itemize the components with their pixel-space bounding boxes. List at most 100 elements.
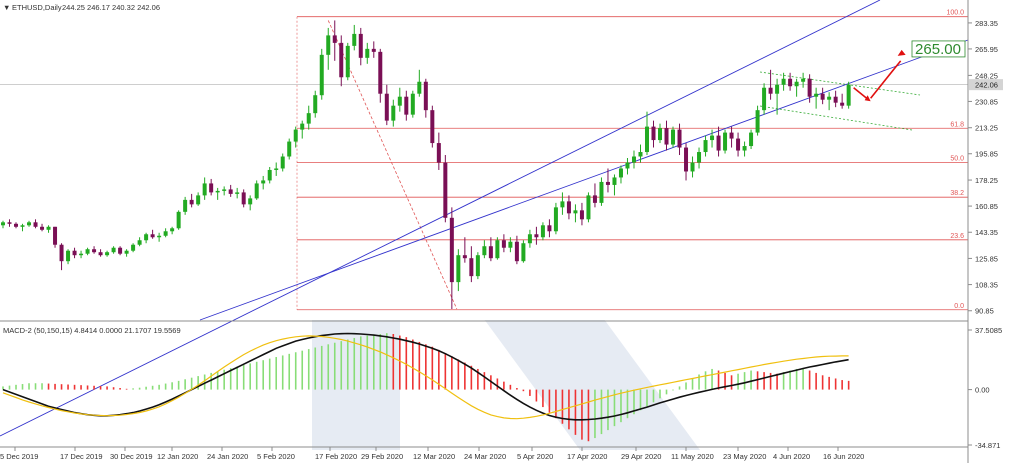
candle-body bbox=[690, 162, 695, 172]
candle-body bbox=[755, 110, 760, 133]
candle-body bbox=[736, 138, 741, 151]
candle-body bbox=[137, 240, 142, 245]
candle-body bbox=[313, 95, 318, 114]
fib-level-label: 61.8 bbox=[950, 121, 964, 128]
price-tick-label: 178.25 bbox=[975, 176, 998, 185]
candle-body bbox=[14, 223, 19, 227]
candle-body bbox=[176, 211, 181, 229]
macd-header: MACD-2 (50,150,15) 4.8414 0.0000 21.1707… bbox=[3, 326, 181, 335]
macd-histogram bbox=[2, 333, 850, 442]
candle-body bbox=[27, 222, 32, 226]
candle-body bbox=[7, 222, 12, 224]
main-price-panel: 100.0 61.8 50.0 38.2 23.6 0.0 265.00 bbox=[0, 0, 969, 437]
candle-body bbox=[671, 129, 676, 145]
candle-body bbox=[801, 78, 806, 82]
candle-body bbox=[85, 249, 90, 254]
candle-body bbox=[586, 195, 591, 220]
price-tick-label: 248.25 bbox=[975, 71, 998, 80]
candle-body bbox=[436, 143, 441, 163]
candle-body bbox=[59, 244, 64, 262]
candle-body bbox=[423, 81, 428, 111]
candle-body bbox=[762, 87, 767, 111]
date-tick-label: 29 Feb 2020 bbox=[361, 452, 403, 461]
price-tick-label: 108.35 bbox=[975, 281, 998, 290]
fib-level-label: 38.2 bbox=[950, 190, 964, 197]
candle-body bbox=[618, 168, 623, 178]
candle-body bbox=[540, 225, 545, 238]
candle-body bbox=[410, 93, 415, 115]
candle-body bbox=[228, 189, 233, 194]
candle-body bbox=[391, 105, 396, 121]
candle-body bbox=[332, 35, 337, 43]
candle-body bbox=[287, 141, 292, 157]
candle-body bbox=[261, 180, 266, 184]
candle-body bbox=[625, 162, 630, 169]
candle-body bbox=[131, 244, 136, 251]
wedge-upper-line bbox=[759, 71, 921, 96]
candle-body bbox=[612, 177, 617, 185]
candle-body bbox=[163, 231, 168, 236]
candle-body bbox=[300, 123, 305, 130]
header-arrow-icon[interactable]: ▼ bbox=[3, 3, 10, 12]
candle-body bbox=[183, 199, 188, 212]
macd-axis[interactable]: 37.5085 0.00 -34.871 bbox=[968, 326, 1002, 450]
wedge-lower-line bbox=[759, 105, 913, 131]
candle-body bbox=[827, 96, 832, 100]
date-tick-label: 30 Dec 2019 bbox=[110, 452, 153, 461]
date-tick-label: 5 Dec 2019 bbox=[0, 452, 38, 461]
candle-body bbox=[599, 181, 604, 203]
price-axis[interactable]: 283.35 265.95 248.25 230.85 213.25 195.85 178.… bbox=[968, 19, 1003, 316]
macd-tick-label: 0.00 bbox=[975, 386, 990, 395]
candle-body bbox=[846, 84, 851, 106]
candle-body bbox=[495, 240, 500, 259]
candle-body bbox=[703, 140, 708, 153]
candle-body bbox=[631, 156, 636, 163]
candle-body bbox=[33, 222, 38, 227]
candle-body bbox=[326, 35, 331, 55]
candle-body bbox=[339, 42, 344, 78]
candle-body bbox=[417, 81, 422, 94]
candle-body bbox=[79, 253, 84, 256]
price-tick-label: 125.85 bbox=[975, 254, 998, 263]
candle-body bbox=[534, 234, 539, 238]
candle-body bbox=[306, 113, 311, 124]
candle-body bbox=[235, 192, 240, 194]
candle-body bbox=[53, 226, 58, 245]
candle-body bbox=[768, 87, 773, 94]
time-axis[interactable]: 5 Dec 2019 17 Dec 2019 30 Dec 2019 12 Jan 2… bbox=[0, 447, 864, 461]
candle-body bbox=[820, 93, 825, 100]
candle-body bbox=[72, 250, 77, 256]
candle-body bbox=[222, 189, 227, 191]
candle-body bbox=[157, 235, 162, 238]
candle-body bbox=[456, 255, 461, 283]
candle-body bbox=[365, 48, 370, 58]
candle-body bbox=[553, 207, 558, 232]
date-tick-label: 17 Apr 2020 bbox=[567, 452, 607, 461]
candle-body bbox=[105, 252, 110, 256]
candle-body bbox=[20, 225, 25, 227]
candle-body bbox=[254, 183, 259, 199]
candle-body bbox=[248, 198, 253, 205]
candle-body bbox=[781, 78, 786, 85]
candle-body bbox=[560, 201, 565, 208]
date-tick-label: 29 Apr 2020 bbox=[621, 452, 661, 461]
candle-body bbox=[664, 128, 669, 145]
fib-level-label: 0.0 bbox=[954, 303, 964, 310]
forecast-arrow-down-head bbox=[864, 95, 871, 102]
candle-body bbox=[475, 255, 480, 277]
candle-body bbox=[66, 250, 71, 262]
channel-upper-line bbox=[0, 0, 881, 437]
candle-body bbox=[794, 81, 799, 87]
price-tick-label: 160.85 bbox=[975, 202, 998, 211]
candle-body bbox=[92, 249, 97, 253]
candle-body bbox=[527, 234, 532, 244]
candle-body bbox=[209, 183, 214, 193]
candle-body bbox=[723, 132, 728, 151]
candle-body bbox=[605, 181, 610, 185]
candle-body bbox=[749, 132, 754, 147]
candle-body bbox=[521, 243, 526, 262]
date-tick-label: 23 May 2020 bbox=[723, 452, 766, 461]
candle-body bbox=[371, 48, 376, 52]
forecast-arrow-up bbox=[870, 60, 902, 99]
